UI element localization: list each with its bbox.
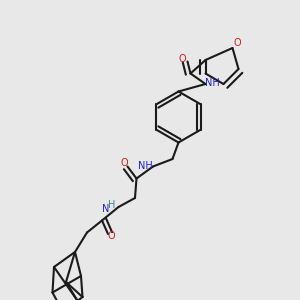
Text: O: O xyxy=(178,54,186,64)
Text: H: H xyxy=(108,200,116,210)
Text: N: N xyxy=(102,204,110,214)
Text: O: O xyxy=(108,231,116,242)
Text: NH: NH xyxy=(138,160,153,171)
Text: NH: NH xyxy=(205,77,220,88)
Text: O: O xyxy=(121,158,128,168)
Text: O: O xyxy=(233,38,241,49)
